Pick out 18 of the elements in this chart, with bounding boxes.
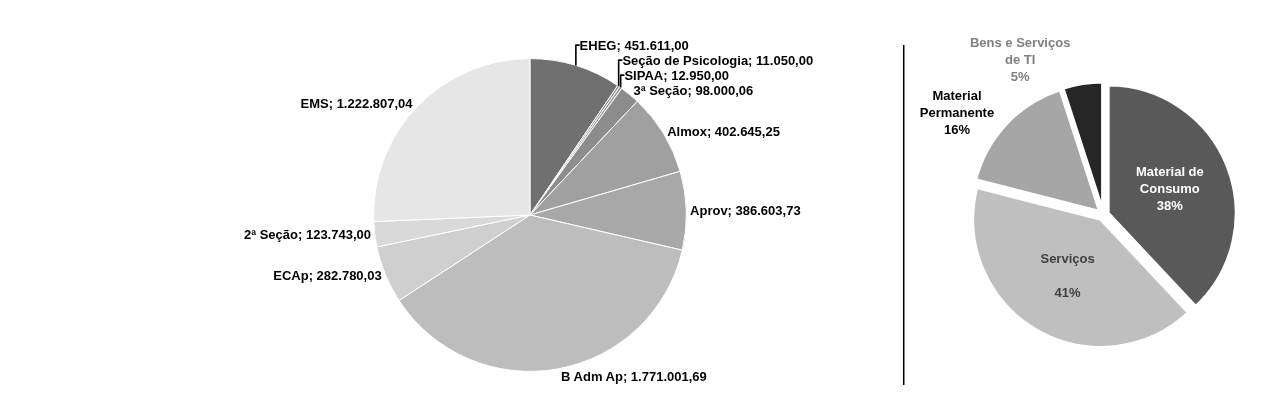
- slice-label: Material Permanente: [919, 88, 995, 120]
- slice-label: B Adm Ap; 1.771.001,69: [561, 368, 707, 384]
- slice-label: EHEG; 451.611,00: [579, 37, 689, 53]
- slice-label: ECAp; 282.780,03: [273, 268, 382, 284]
- data-label: 16%: [943, 121, 971, 137]
- data-label: 41%: [1054, 285, 1081, 301]
- data-label: 5%: [1010, 69, 1030, 85]
- slice-label: Seção de Psicologia; 11.050,00: [622, 52, 814, 68]
- data-label: 38%: [1156, 198, 1184, 214]
- slice-label: 2ª Seção; 123.743,00: [244, 226, 372, 242]
- slice-label: Almox; 402.645,25: [667, 123, 780, 139]
- slice-label: EMS; 1.222.807,04: [300, 95, 414, 111]
- slice-label: Serviços: [1040, 251, 1095, 267]
- slice-label: SIPAA; 12.950,00: [624, 67, 729, 83]
- slice-label: Aprov; 386.603,73: [690, 203, 801, 219]
- slice-label: Bens e Serviços de TI: [969, 35, 1071, 68]
- slice-label: 3ª Seção; 98.000,06: [633, 82, 754, 98]
- slice-label: Material de Consumo: [1135, 164, 1204, 197]
